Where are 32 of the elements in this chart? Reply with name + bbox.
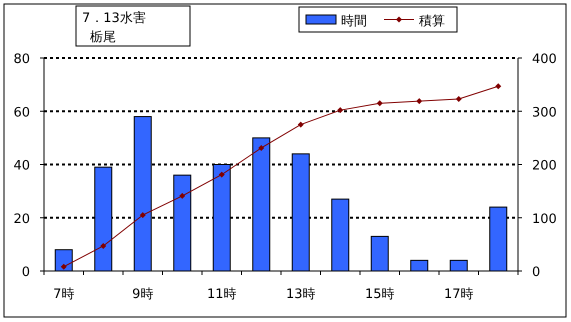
y2-tick-label: 100 [532, 212, 557, 227]
point [456, 96, 462, 102]
legend-label: 積算 [419, 14, 445, 29]
y-tick-label: 0 [22, 265, 30, 280]
point [218, 172, 225, 178]
x-tick-label: 15時 [364, 287, 395, 302]
legend-label: 時間 [341, 14, 367, 29]
point [495, 83, 502, 90]
x-tick-label: 9時 [132, 287, 154, 302]
point [100, 242, 106, 249]
y-tick-label: 40 [13, 158, 30, 174]
x-tick-label: 13時 [286, 287, 316, 302]
y-tick-label: 20 [13, 212, 30, 227]
y2-tick-label: 0 [532, 265, 540, 280]
x-tick-label: 11時 [206, 287, 237, 302]
point [416, 98, 422, 104]
point [60, 264, 67, 270]
y2-tick-label: 300 [532, 105, 557, 120]
chart-title: 7．13水害 [82, 10, 146, 26]
point [337, 107, 344, 114]
point [179, 192, 186, 199]
point [140, 212, 146, 218]
y-tick-label: 80 [13, 52, 30, 67]
point [376, 100, 383, 106]
y2-tick-label: 200 [532, 158, 557, 174]
y2-tick-label: 400 [532, 52, 557, 67]
point [258, 144, 264, 151]
x-tick-label: 17時 [444, 287, 474, 302]
chart-subtitle: 栃尾 [90, 30, 116, 45]
y-tick-label: 60 [13, 105, 30, 120]
point [298, 122, 304, 128]
x-tick-label: 7時 [53, 287, 74, 302]
